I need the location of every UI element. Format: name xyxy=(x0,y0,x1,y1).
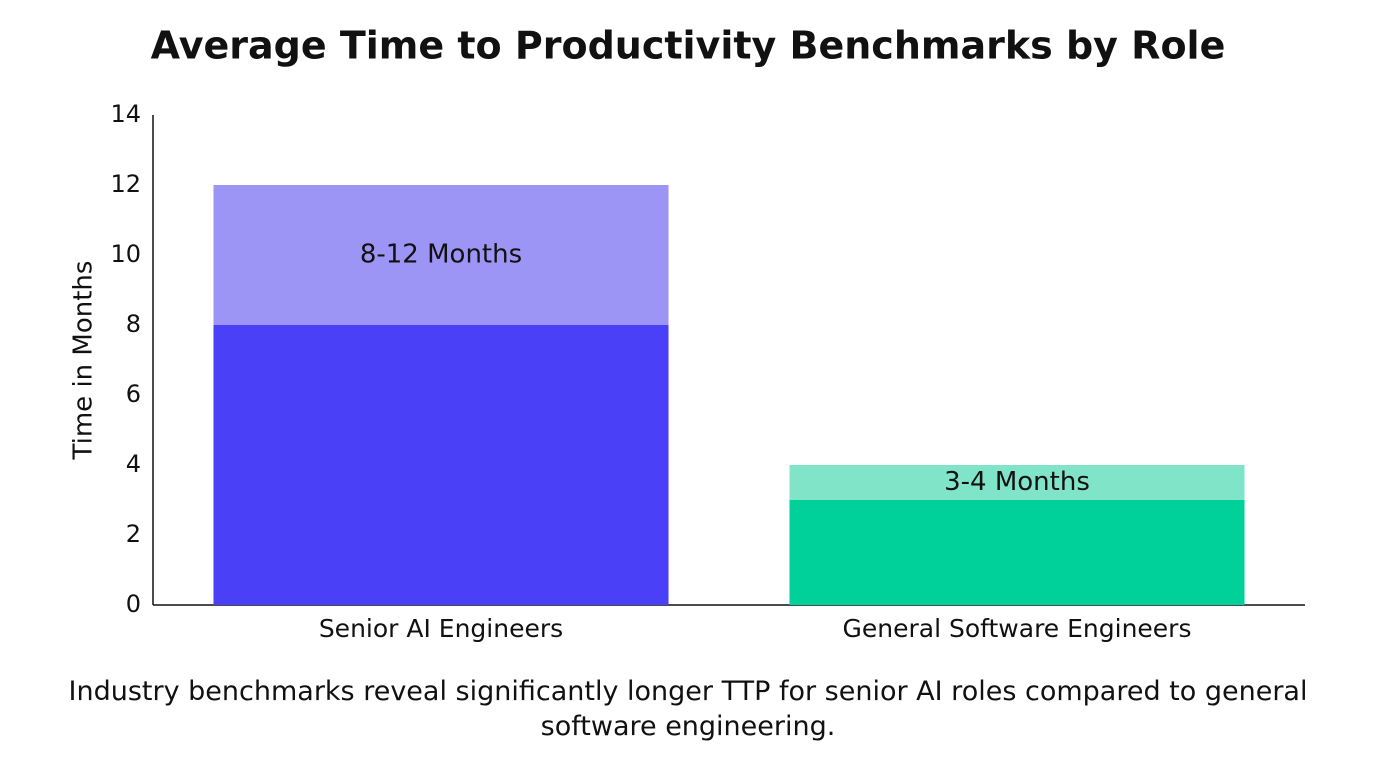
bar-segment xyxy=(213,325,669,605)
y-tick-label: 2 xyxy=(126,520,141,548)
chart: Average Time to Productivity Benchmarks … xyxy=(69,24,1305,643)
y-tick-label: 6 xyxy=(126,380,141,408)
range-label: 3-4 Months xyxy=(944,467,1090,497)
x-tick-label: General Software Engineers xyxy=(843,614,1192,643)
bar-segment xyxy=(789,500,1245,605)
range-label: 8-12 Months xyxy=(360,240,522,270)
y-tick-label: 10 xyxy=(110,240,141,268)
y-tick-label: 12 xyxy=(110,170,141,198)
chart-title: Average Time to Productivity Benchmarks … xyxy=(151,24,1226,68)
bar-segment xyxy=(213,185,669,325)
y-tick-label: 4 xyxy=(126,450,141,478)
y-tick-label: 8 xyxy=(126,310,141,338)
y-axis-label: Time in Months xyxy=(69,261,99,461)
y-tick-label: 0 xyxy=(126,590,141,618)
x-tick-label: Senior AI Engineers xyxy=(319,614,563,643)
bar-segment xyxy=(789,465,1245,500)
caption: Industry benchmarks reveal significantly… xyxy=(68,676,1308,742)
y-tick-label: 14 xyxy=(110,100,141,128)
